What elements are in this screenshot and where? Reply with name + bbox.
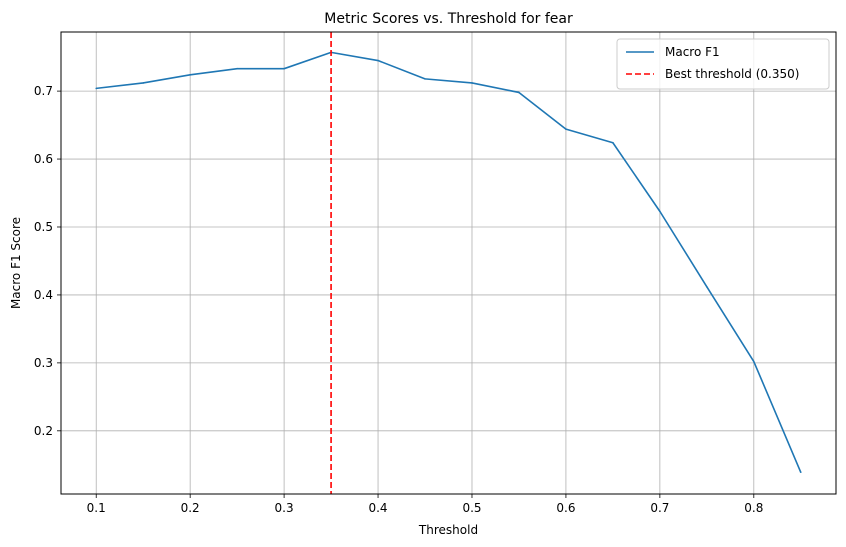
data-point bbox=[659, 210, 661, 213]
data-point bbox=[189, 74, 191, 76]
y-tick-label: 0.4 bbox=[34, 288, 53, 302]
data-point bbox=[236, 67, 238, 70]
y-axis-ticks: 0.2 0.3 0.4 0.5 0.6 0.7 bbox=[34, 84, 61, 438]
x-axis-label: Threshold bbox=[418, 523, 478, 537]
y-tick-label: 0.5 bbox=[34, 220, 53, 234]
series-line-macro-f1 bbox=[96, 51, 802, 473]
y-tick-label: 0.3 bbox=[34, 356, 53, 370]
legend-box bbox=[616, 38, 830, 90]
data-point bbox=[753, 360, 755, 363]
data-point bbox=[565, 128, 567, 130]
y-axis-label: Macro F1 Score bbox=[9, 217, 23, 309]
grid bbox=[61, 32, 836, 494]
data-point bbox=[471, 82, 473, 84]
data-point bbox=[142, 82, 144, 84]
data-point bbox=[424, 78, 426, 80]
data-point bbox=[706, 285, 708, 288]
series bbox=[95, 51, 802, 474]
x-tick-label: 0.2 bbox=[181, 501, 200, 515]
data-point bbox=[518, 91, 520, 94]
chart-title: Metric Scores vs. Threshold for fear bbox=[324, 11, 573, 27]
data-point bbox=[95, 87, 98, 90]
y-tick-label: 0.6 bbox=[34, 152, 53, 166]
y-tick-label: 0.2 bbox=[34, 424, 53, 438]
legend-label: Macro F1 bbox=[665, 45, 720, 59]
x-tick-label: 0.1 bbox=[87, 501, 106, 515]
x-tick-label: 0.4 bbox=[368, 501, 387, 515]
x-tick-label: 0.3 bbox=[275, 501, 294, 515]
x-axis-ticks: 0.1 0.2 0.3 0.4 0.5 0.6 0.7 0.8 bbox=[87, 494, 763, 515]
legend-label: Best threshold (0.350) bbox=[665, 67, 799, 81]
x-tick-label: 0.8 bbox=[744, 501, 763, 515]
x-tick-label: 0.6 bbox=[556, 501, 575, 515]
data-point bbox=[799, 471, 802, 474]
y-tick-label: 0.7 bbox=[34, 84, 53, 98]
plot-frame bbox=[60, 31, 837, 495]
data-point bbox=[283, 67, 285, 70]
x-tick-label: 0.7 bbox=[650, 501, 669, 515]
data-point bbox=[612, 141, 614, 144]
x-tick-label: 0.5 bbox=[462, 501, 481, 515]
legend: Macro F1 Best threshold (0.350) bbox=[616, 38, 830, 90]
data-point bbox=[377, 59, 379, 62]
